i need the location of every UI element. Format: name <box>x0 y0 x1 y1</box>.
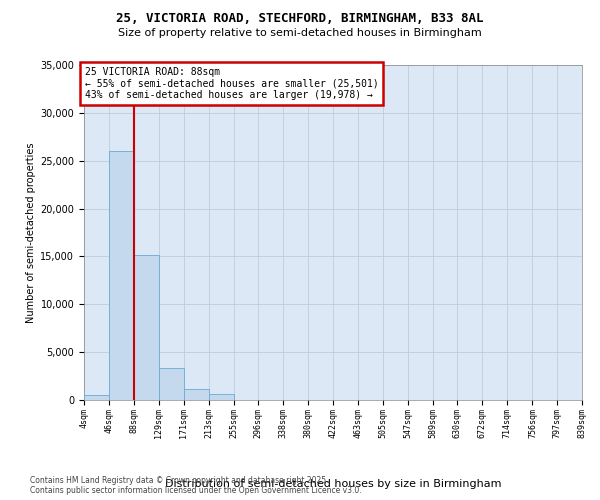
Text: Size of property relative to semi-detached houses in Birmingham: Size of property relative to semi-detach… <box>118 28 482 38</box>
Y-axis label: Number of semi-detached properties: Number of semi-detached properties <box>26 142 36 323</box>
Bar <box>209 394 233 400</box>
Bar <box>184 390 209 400</box>
Text: Contains HM Land Registry data © Crown copyright and database right 2025.
Contai: Contains HM Land Registry data © Crown c… <box>30 476 362 495</box>
X-axis label: Distribution of semi-detached houses by size in Birmingham: Distribution of semi-detached houses by … <box>165 480 501 490</box>
Text: 25 VICTORIA ROAD: 88sqm
← 55% of semi-detached houses are smaller (25,501)
43% o: 25 VICTORIA ROAD: 88sqm ← 55% of semi-de… <box>85 66 379 100</box>
Bar <box>158 368 184 400</box>
Bar <box>134 254 158 400</box>
Text: 25, VICTORIA ROAD, STECHFORD, BIRMINGHAM, B33 8AL: 25, VICTORIA ROAD, STECHFORD, BIRMINGHAM… <box>116 12 484 26</box>
Bar <box>84 395 109 400</box>
Bar <box>109 151 134 400</box>
